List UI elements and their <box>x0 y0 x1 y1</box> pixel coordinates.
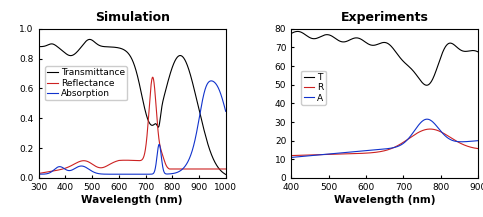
X-axis label: Wavelength (nm): Wavelength (nm) <box>82 195 183 205</box>
X-axis label: Wavelength (nm): Wavelength (nm) <box>334 195 435 205</box>
Legend: T, R, A: T, R, A <box>301 71 326 105</box>
Text: Experiments: Experiments <box>341 11 428 24</box>
Legend: Transmittance, Reflectance, Absorption: Transmittance, Reflectance, Absorption <box>45 66 127 100</box>
Text: Simulation: Simulation <box>95 11 170 24</box>
